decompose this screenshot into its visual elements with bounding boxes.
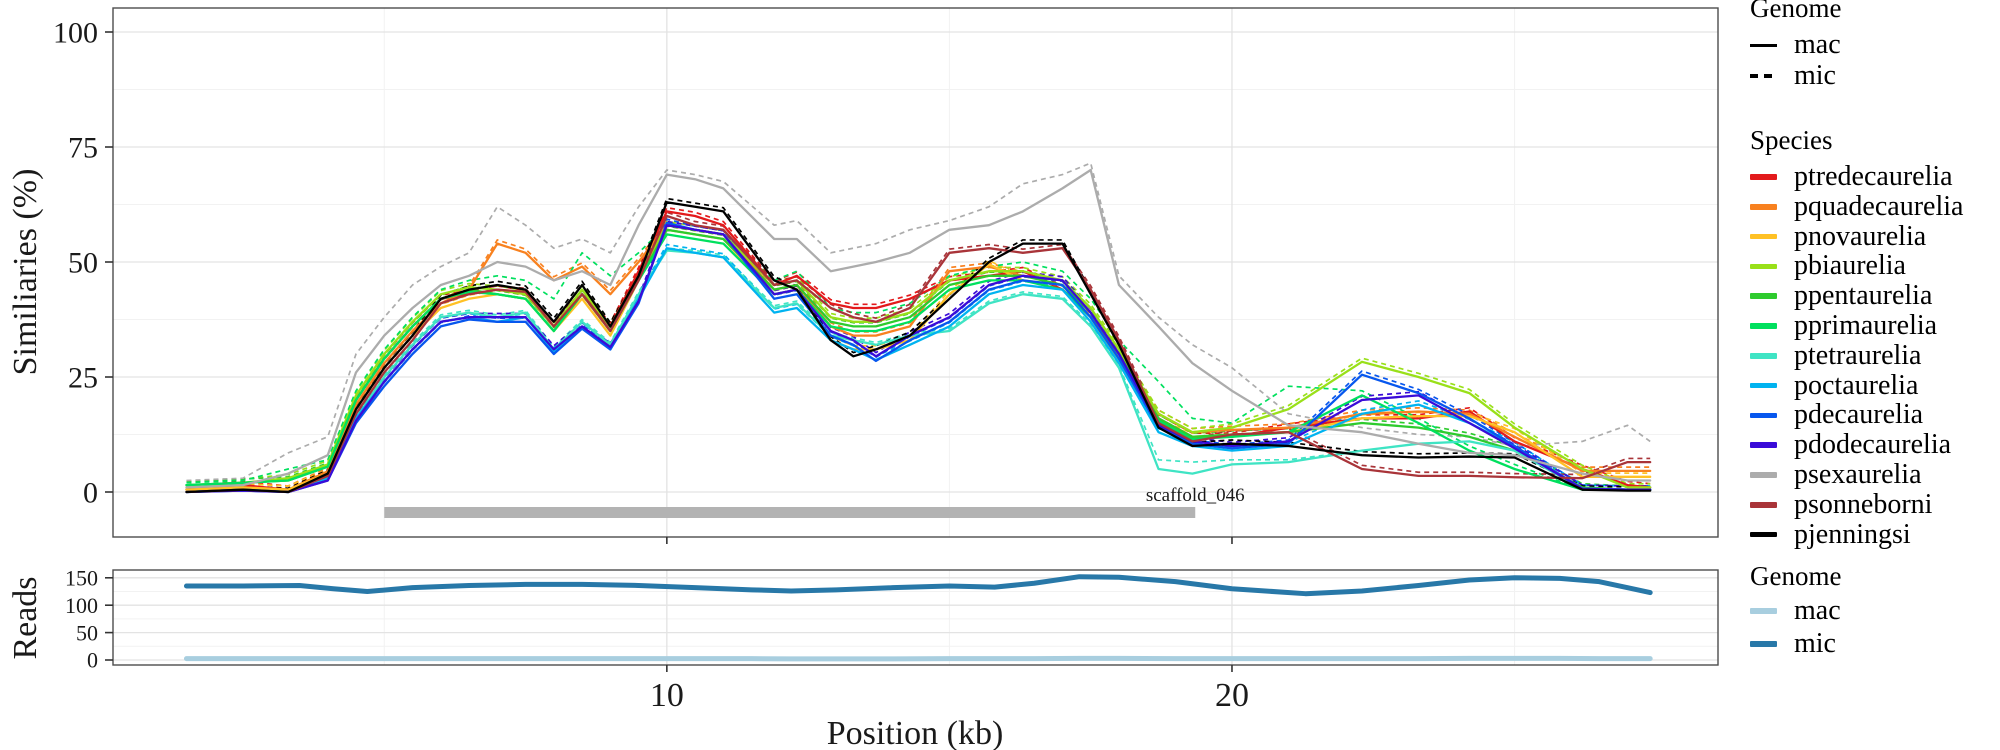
scaffold-label: scaffold_046 [1146, 485, 1245, 506]
legend-item-species-pdodecaurelia-key-icon [1750, 442, 1777, 448]
series-line-ptetraurelia-mac [185, 249, 1652, 494]
axis-ticks [105, 31, 1233, 672]
legend-item-species-psexaurelia: psexaurelia [1750, 459, 1922, 490]
legend-item-species-poctaurelia-label: poctaurelia [1794, 369, 1919, 401]
legend-item-species-pjenningsi-key-icon [1750, 531, 1777, 538]
legend-item-species-ppentaurelia-label: ppentaurelia [1794, 280, 1933, 312]
legend-item-species-pdodecaurelia-label: pdodecaurelia [1794, 429, 1952, 461]
legend-item-genome-mic-key-icon [1750, 74, 1777, 78]
legend-item-species-pjenningsi-label: pjenningsi [1794, 518, 1911, 550]
legend-item-genome-mic-label: mic [1794, 60, 1836, 91]
legend-item-reads-mac-key-icon [1750, 608, 1777, 614]
legend-item-species-pnovaurelia: pnovaurelia [1750, 220, 1927, 252]
reads-line-mac [183, 655, 1653, 662]
y-tick-label-reads: 0 [87, 648, 98, 673]
similarity-series-lines [185, 162, 1652, 494]
legend-item-genome-mac: mac [1750, 29, 1841, 60]
legend-item-species-ptredecaurelia-key-icon [1750, 174, 1777, 180]
y-tick-label-reads: 150 [65, 566, 98, 591]
series-line-pdodecaurelia-mac [185, 224, 1652, 494]
legend-item-species-pquadecaurelia: pquadecaurelia [1750, 190, 1964, 222]
series-line-psonneborni-mac [185, 214, 1652, 494]
legend-item-species-pprimaurelia: pprimaurelia [1750, 310, 1938, 341]
x-tick-label: 20 [1215, 677, 1249, 714]
legend-item-species-psonneborni-key-icon [1750, 502, 1777, 508]
legend-item-species-ppentaurelia: ppentaurelia [1750, 280, 1933, 312]
y-tick-label-main: 100 [53, 17, 98, 50]
legend-item-genome-mac-label: mac [1794, 29, 1841, 60]
legend-item-species-poctaurelia: poctaurelia [1750, 369, 1919, 401]
legend-title-genome-reads: Genome [1750, 561, 1842, 591]
series-line-ptetraurelia-mic [186, 247, 1651, 493]
legend-item-species-pnovaurelia-key-icon [1750, 233, 1777, 240]
y-tick-label-main: 0 [83, 477, 98, 510]
legend-item-species-ptetraurelia-key-icon [1750, 353, 1777, 359]
series-line-psexaurelia-mic [186, 162, 1651, 482]
legend-item-species-ptredecaurelia: ptredecaurelia [1750, 161, 1953, 192]
legend-item-reads-mic-key-icon [1750, 641, 1777, 647]
legend-item-species-pquadecaurelia-label: pquadecaurelia [1794, 190, 1964, 222]
legend-item-species-pbiaurelia-label: pbiaurelia [1794, 250, 1906, 282]
legend-item-reads-mac-label: mac [1794, 595, 1841, 626]
y-tick-label-main: 50 [68, 247, 98, 280]
legend-item-genome-mic: mic [1750, 60, 1836, 91]
legend-item-genome-mac-key-icon [1750, 43, 1777, 47]
legend-item-species-pbiaurelia: pbiaurelia [1750, 250, 1906, 282]
y-tick-label-main: 25 [68, 362, 98, 395]
legend-item-reads-mic: mic [1750, 628, 1836, 659]
legend-item-species-pquadecaurelia-key-icon [1750, 204, 1777, 210]
y-tick-label-reads: 50 [76, 620, 98, 645]
legend-item-species-pbiaurelia-key-icon [1750, 263, 1777, 270]
reads-line-mic [183, 574, 1653, 597]
reads-panel-gridlines [113, 570, 1718, 665]
legend-item-species-pprimaurelia-label: pprimaurelia [1794, 310, 1938, 341]
scaffold-bar [384, 507, 1196, 518]
legend-item-species-pprimaurelia-key-icon [1750, 323, 1777, 329]
series-line-pjenningsi-mac [185, 201, 1652, 494]
legend-item-species-ptetraurelia-label: ptetraurelia [1794, 339, 1922, 371]
legend-item-species-pdecaurelia-label: pdecaurelia [1794, 399, 1924, 431]
legend-item-species-pjenningsi: pjenningsi [1750, 518, 1911, 550]
series-line-pbiaurelia-mac [185, 224, 1652, 489]
y-axis-title-similarity: Similiaries (%) [7, 169, 44, 376]
reads-series-lines [183, 574, 1653, 662]
legend-item-species-ptetraurelia: ptetraurelia [1750, 339, 1922, 371]
series-line-poctaurelia-mic [186, 243, 1651, 490]
legend-item-species-psonneborni: psonneborni [1750, 488, 1933, 520]
legend-item-reads-mic-label: mic [1794, 628, 1836, 659]
legend-item-species-psonneborni-label: psonneborni [1794, 488, 1933, 520]
y-tick-label-reads: 100 [65, 593, 98, 618]
series-line-pdecaurelia-mac [185, 221, 1652, 494]
series-line-psexaurelia-mac [185, 168, 1652, 489]
y-axis-title-reads: Reads [7, 576, 44, 659]
scaffold-annotation [384, 507, 1196, 518]
x-axis-title: Position (kb) [827, 715, 1004, 750]
legend-panel: Genome mac mic Species ptredecaurelia pquadec… [1750, 0, 2000, 750]
legend-item-species-pnovaurelia-label: pnovaurelia [1794, 220, 1927, 252]
legend-item-species-psexaurelia-key-icon [1750, 472, 1777, 478]
legend-item-species-poctaurelia-key-icon [1750, 382, 1777, 389]
main-panel-border [112, 7, 1719, 538]
y-tick-label-main: 75 [68, 132, 98, 165]
legend-item-species-pdodecaurelia: pdodecaurelia [1750, 429, 1952, 461]
reads-panel-border [112, 569, 1719, 666]
legend-item-species-ppentaurelia-key-icon [1750, 293, 1777, 299]
legend-title-genome-top: Genome [1750, 0, 1842, 23]
legend-item-species-ptredecaurelia-label: ptredecaurelia [1794, 161, 1953, 192]
series-line-poctaurelia-mac [185, 247, 1652, 494]
legend-item-species-psexaurelia-label: psexaurelia [1794, 459, 1922, 490]
legend-item-species-pdecaurelia-key-icon [1750, 412, 1777, 419]
x-tick-label: 10 [650, 677, 684, 714]
legend-item-reads-mac: mac [1750, 595, 1841, 626]
legend-item-species-pdecaurelia: pdecaurelia [1750, 399, 1924, 431]
legend-title-species: Species [1750, 125, 1833, 155]
